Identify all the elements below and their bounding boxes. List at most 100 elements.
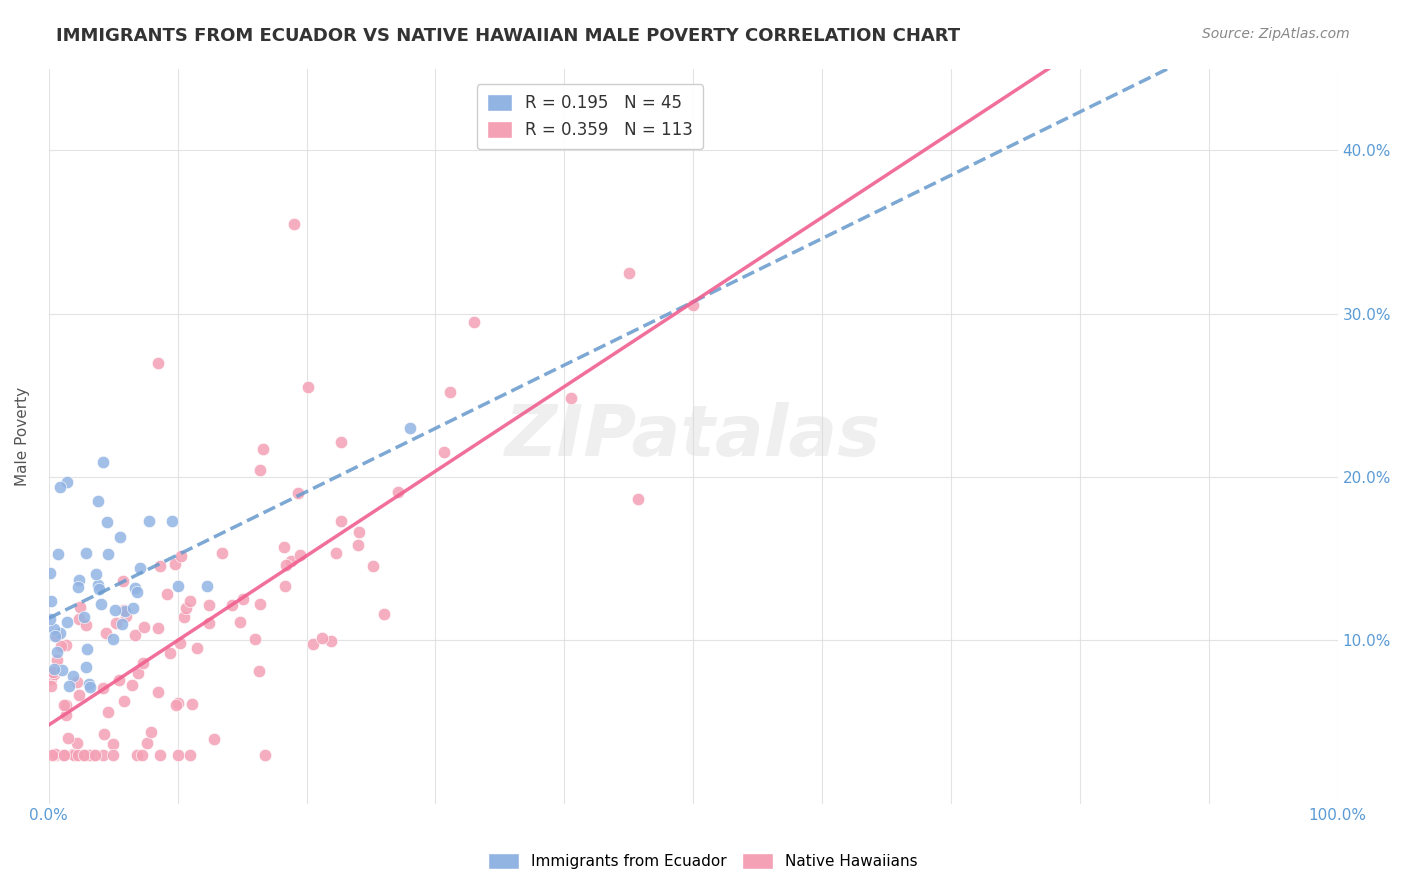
Point	[45, 653, 67, 667]
Point	[148, 621, 170, 635]
Point	[55, 615, 77, 630]
Point	[89, 582, 111, 596]
Point	[166, 747, 188, 762]
Point	[180, 698, 202, 712]
Point	[96, 515, 118, 529]
Point	[96, 626, 118, 640]
Point	[163, 557, 186, 571]
Point	[55, 698, 77, 713]
Point	[329, 514, 352, 528]
Point	[49, 480, 72, 494]
Point	[91, 747, 114, 762]
Point	[139, 725, 162, 739]
Point	[115, 608, 138, 623]
Point	[114, 604, 136, 618]
Point	[361, 559, 384, 574]
Point	[439, 384, 461, 399]
Point	[186, 641, 208, 656]
Legend: R = 0.195   N = 45, R = 0.359   N = 113: R = 0.195 N = 45, R = 0.359 N = 113	[477, 84, 703, 149]
Point	[127, 666, 149, 681]
Point	[101, 747, 124, 762]
Y-axis label: Male Poverty: Male Poverty	[15, 386, 30, 485]
Point	[83, 747, 105, 762]
Text: Source: ZipAtlas.com: Source: ZipAtlas.com	[1202, 27, 1350, 41]
Point	[79, 680, 101, 694]
Point	[124, 628, 146, 642]
Point	[149, 747, 172, 762]
Point	[167, 696, 190, 710]
Point	[176, 600, 198, 615]
Point	[179, 594, 201, 608]
Point	[44, 747, 66, 761]
Point	[39, 566, 62, 580]
Text: IMMIGRANTS FROM ECUADOR VS NATIVE HAWAIIAN MALE POVERTY CORRELATION CHART: IMMIGRANTS FROM ECUADOR VS NATIVE HAWAII…	[56, 27, 960, 45]
Point	[67, 747, 90, 762]
Point	[39, 679, 62, 693]
Point	[41, 747, 63, 762]
Point	[125, 585, 148, 599]
Point	[45, 645, 67, 659]
Point	[283, 217, 305, 231]
Point	[329, 434, 352, 449]
Point	[347, 525, 370, 540]
Point	[69, 600, 91, 615]
Point	[627, 491, 650, 506]
Point	[276, 558, 298, 572]
Point	[82, 747, 104, 762]
Point	[66, 735, 89, 749]
Point	[247, 664, 270, 678]
Point	[62, 747, 84, 762]
Point	[169, 636, 191, 650]
Point	[58, 679, 80, 693]
Point	[101, 737, 124, 751]
Point	[112, 574, 135, 588]
Point	[112, 603, 135, 617]
Point	[67, 688, 90, 702]
Point	[682, 298, 704, 312]
Point	[132, 656, 155, 670]
Point	[387, 485, 409, 500]
Point	[91, 455, 114, 469]
Point	[127, 747, 149, 762]
Point	[39, 594, 62, 608]
Point	[433, 445, 456, 459]
Point	[398, 421, 420, 435]
Point	[84, 566, 107, 581]
Point	[75, 618, 97, 632]
Point	[131, 747, 153, 762]
Point	[75, 660, 97, 674]
Point	[280, 554, 302, 568]
Point	[39, 612, 62, 626]
Point	[166, 579, 188, 593]
Point	[45, 747, 67, 762]
Point	[49, 639, 72, 653]
Point	[138, 514, 160, 528]
Point	[55, 707, 77, 722]
Point	[311, 631, 333, 645]
Point	[67, 573, 90, 587]
Point	[149, 558, 172, 573]
Point	[112, 694, 135, 708]
Point	[67, 612, 90, 626]
Point	[302, 637, 325, 651]
Point	[228, 615, 250, 629]
Point	[108, 673, 131, 687]
Point	[132, 620, 155, 634]
Point	[52, 747, 75, 762]
Point	[104, 603, 127, 617]
Point	[121, 678, 143, 692]
Point	[560, 391, 582, 405]
Point	[103, 632, 125, 646]
Point	[160, 514, 183, 528]
Point	[122, 601, 145, 615]
Point	[169, 549, 191, 563]
Point	[56, 731, 79, 745]
Point	[325, 545, 347, 559]
Point	[56, 475, 79, 490]
Point	[202, 731, 225, 746]
Point	[108, 530, 131, 544]
Point	[72, 747, 94, 762]
Point	[42, 662, 65, 676]
Point	[146, 685, 169, 699]
Point	[39, 672, 62, 686]
